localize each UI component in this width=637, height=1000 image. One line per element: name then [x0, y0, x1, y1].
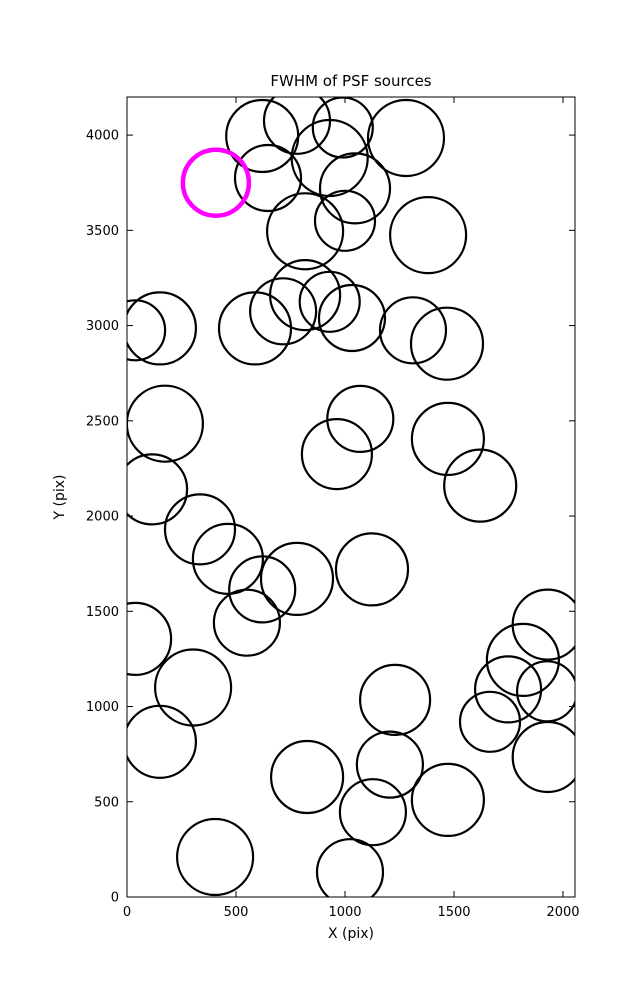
plot-frame: [126, 96, 576, 898]
psf-source-circle: [298, 270, 361, 333]
psf-source-circle: [127, 704, 197, 779]
psf-source-circle: [249, 277, 318, 346]
psf-source-circle: [259, 541, 335, 617]
psf-source-circle: [326, 384, 395, 453]
x-tick-label: 2000: [546, 905, 579, 920]
y-tick-label: 0: [111, 891, 119, 906]
x-tick-label: 500: [224, 905, 249, 920]
psf-source-circle: [228, 555, 297, 624]
psf-source-circle: [311, 97, 374, 159]
chart-title: FWHM of PSF sources: [270, 72, 432, 90]
psf-source-circle: [290, 118, 369, 198]
psf-source-circle: [315, 838, 385, 897]
psf-source-circle: [458, 690, 522, 753]
psf-source-circle: [313, 189, 377, 252]
psf-source-circle: [266, 192, 345, 271]
psf-source-circle: [300, 418, 373, 491]
x-tick-label: 1000: [328, 905, 361, 920]
psf-source-circle: [366, 98, 446, 178]
x-axis-label: X (pix): [327, 926, 375, 942]
psf-source-circle: [485, 622, 561, 698]
y-tick-label: 2000: [86, 510, 119, 525]
psf-source-circle: [410, 401, 485, 476]
y-tick-label: 1500: [86, 605, 119, 620]
psf-source-circle: [127, 299, 167, 362]
psf-source-circle: [154, 648, 233, 727]
y-tick-label: 1000: [86, 700, 119, 715]
psf-source-circle: [318, 152, 392, 225]
psf-source-circle: [334, 532, 410, 607]
psf-source-circle: [378, 296, 448, 365]
psf-source-circle: [176, 817, 255, 897]
y-tick-label: 4000: [86, 129, 119, 144]
psf-source-circle: [233, 143, 303, 213]
psf-source-circle: [338, 778, 407, 847]
psf-source-circle: [270, 739, 345, 815]
y-axis-label: Y (pix): [52, 474, 68, 520]
psf-source-circle: [511, 720, 575, 794]
psf-source-circle: [191, 522, 264, 596]
psf-source-circle: [359, 663, 432, 737]
x-tick-label: 1500: [437, 905, 470, 920]
psf-source-circle: [127, 601, 173, 676]
psf-source-circle: [163, 493, 237, 566]
psf-source-circle: [127, 453, 189, 526]
psf-source-circle: [410, 762, 485, 838]
y-tick-label: 3500: [86, 224, 119, 239]
psf-source-circle: [409, 306, 485, 381]
psf-source-circle: [443, 448, 518, 523]
psf-source-circle: [389, 196, 468, 275]
psf-source-circle: [225, 98, 300, 174]
psf-source-circle: [516, 660, 575, 723]
psf-source-circle-highlight: [180, 147, 252, 218]
psf-sources: [127, 97, 575, 897]
psf-source-circle: [317, 283, 387, 353]
x-tick-label: 0: [123, 905, 131, 920]
psf-source-circle: [212, 588, 281, 657]
psf-source-circle: [127, 384, 204, 463]
psf-source-circle: [217, 291, 293, 366]
y-tick-label: 500: [94, 795, 119, 810]
y-tick-label: 3000: [86, 319, 119, 334]
y-tick-label: 2500: [86, 414, 119, 429]
psf-source-circle: [355, 730, 424, 799]
psf-source-circle: [127, 291, 197, 366]
psf-source-circle: [474, 655, 543, 724]
